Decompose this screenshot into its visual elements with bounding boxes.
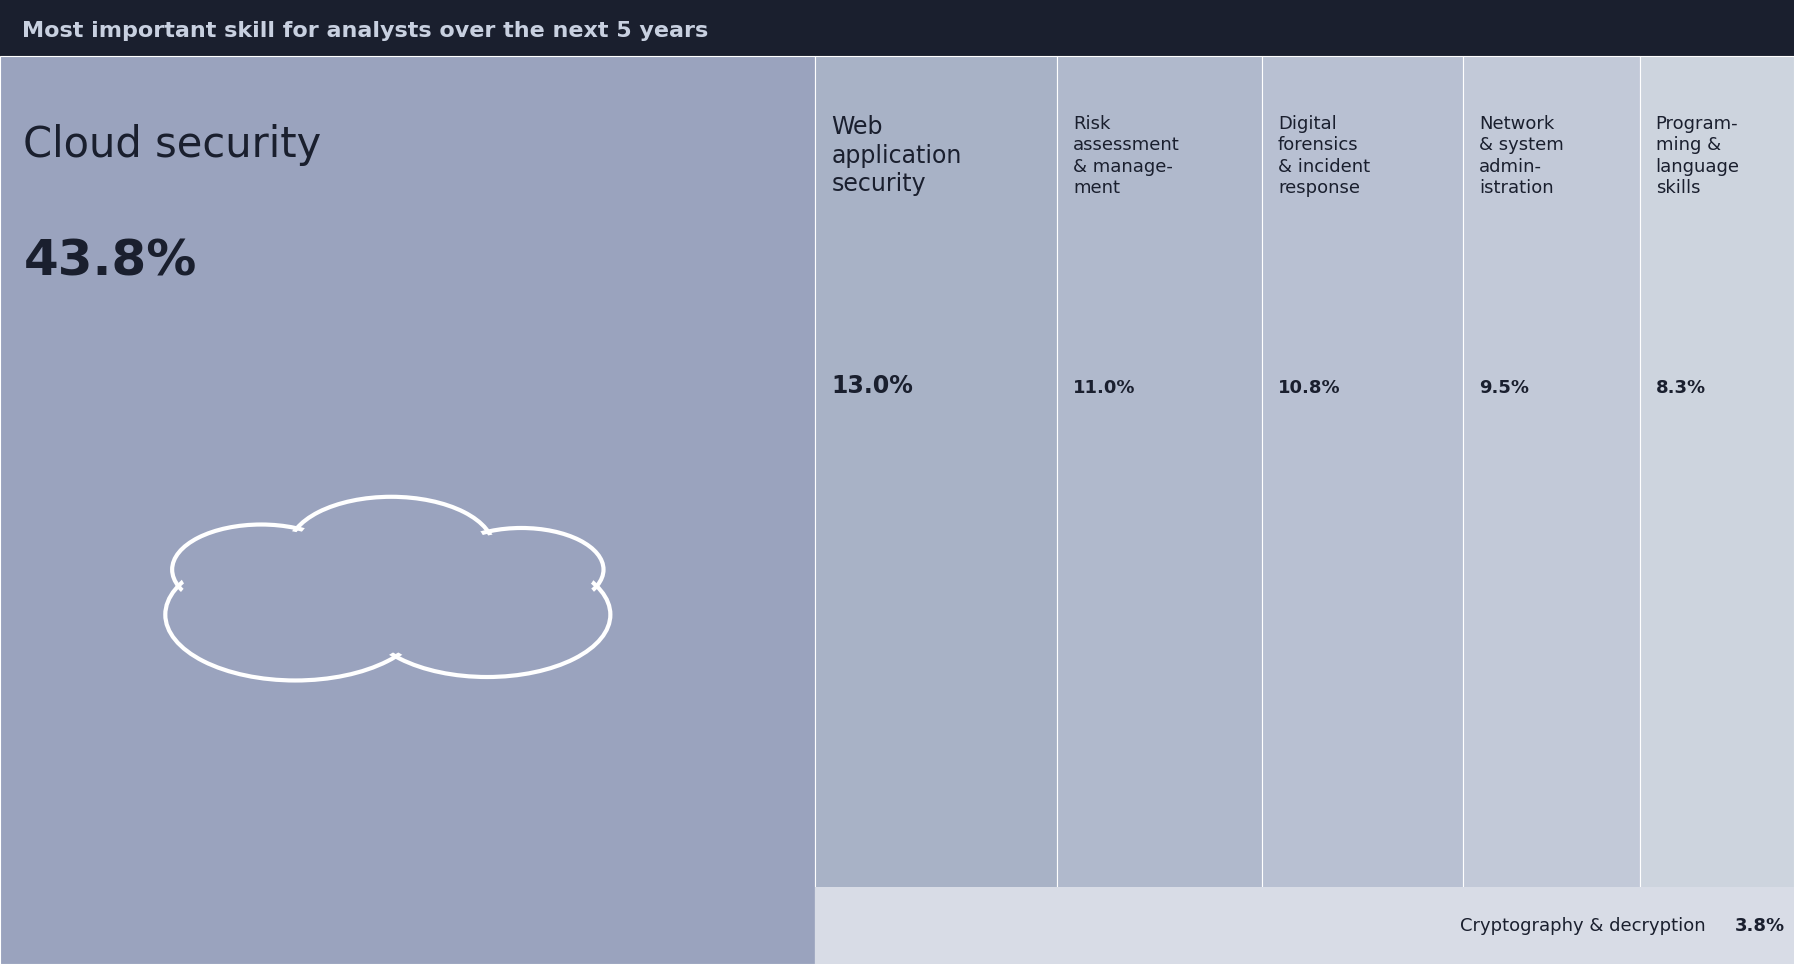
Circle shape: [364, 552, 610, 677]
Bar: [1057, 56, 1261, 964]
Text: Web
application
security: Web application security: [831, 115, 962, 197]
Bar: [814, 56, 1057, 964]
Circle shape: [172, 524, 350, 615]
Text: 10.8%: 10.8%: [1277, 379, 1340, 396]
Circle shape: [371, 556, 603, 674]
Circle shape: [179, 528, 343, 611]
Bar: [1261, 56, 1462, 964]
Text: 11.0%: 11.0%: [1073, 379, 1136, 396]
Bar: [0, 56, 814, 964]
Text: 13.0%: 13.0%: [831, 374, 913, 398]
Circle shape: [289, 496, 493, 601]
Text: 3.8%: 3.8%: [1735, 917, 1785, 935]
Text: Cryptography & decryption: Cryptography & decryption: [1460, 917, 1717, 935]
Circle shape: [172, 552, 418, 677]
Bar: [814, 887, 1794, 964]
Text: Digital
forensics
& incident
response: Digital forensics & incident response: [1277, 115, 1371, 198]
Circle shape: [447, 531, 596, 607]
Text: Program-
ming &
language
skills: Program- ming & language skills: [1656, 115, 1740, 198]
Bar: [1640, 56, 1794, 964]
Text: Network
& system
admin-
istration: Network & system admin- istration: [1478, 115, 1564, 198]
Text: 43.8%: 43.8%: [23, 237, 197, 285]
Circle shape: [440, 528, 603, 611]
Text: 9.5%: 9.5%: [1478, 379, 1528, 396]
Text: Most important skill for analysts over the next 5 years: Most important skill for analysts over t…: [22, 21, 709, 40]
Text: Cloud security: Cloud security: [23, 124, 321, 166]
Circle shape: [296, 500, 486, 597]
Text: 8.3%: 8.3%: [1656, 379, 1706, 396]
Circle shape: [165, 549, 425, 681]
Text: Risk
assessment
& manage-
ment: Risk assessment & manage- ment: [1073, 115, 1180, 198]
Bar: [1462, 56, 1640, 964]
